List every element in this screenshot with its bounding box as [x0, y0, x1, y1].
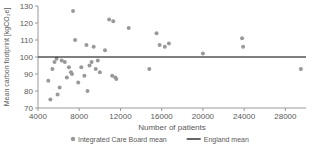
x-tick — [161, 108, 162, 111]
point — [147, 67, 151, 71]
point — [158, 43, 162, 47]
point — [79, 65, 83, 69]
point — [201, 52, 205, 56]
point — [127, 26, 131, 30]
point — [103, 48, 107, 52]
point — [67, 65, 71, 69]
x-tick-label: 16000 — [151, 112, 174, 121]
point — [63, 60, 67, 64]
point — [96, 58, 100, 62]
point — [155, 31, 159, 35]
mean-line — [38, 56, 306, 57]
y-tick-label: 80 — [24, 87, 33, 96]
y-tick — [35, 74, 38, 75]
point — [98, 70, 102, 74]
x-tick-label: 4000 — [29, 112, 47, 121]
legend-swatch — [187, 138, 201, 139]
point — [84, 43, 88, 47]
point — [90, 60, 94, 64]
point — [70, 72, 74, 76]
point — [114, 77, 118, 81]
point — [85, 89, 89, 93]
legend-label: England mean — [204, 136, 249, 144]
x-tick-label: 28000 — [274, 112, 297, 121]
y-tick — [35, 6, 38, 7]
y-axis-title: Mean carbon footprint [kgCO₂e] — [3, 8, 11, 106]
y-tick-label: 120 — [20, 19, 34, 28]
legend-swatch — [71, 137, 75, 141]
point — [73, 38, 77, 42]
x-axis-title: Number of patients — [138, 123, 206, 132]
y-tick — [35, 23, 38, 24]
x-tick — [202, 108, 203, 111]
x-tick — [285, 108, 286, 111]
x-tick — [79, 108, 80, 111]
y-tick-label: 130 — [20, 2, 34, 11]
point — [58, 86, 62, 90]
x-axis — [38, 108, 306, 109]
x-tick — [244, 108, 245, 111]
y-tick-label: 90 — [24, 70, 33, 79]
y-tick-label: 110 — [20, 36, 33, 45]
y-tick — [35, 91, 38, 92]
point — [76, 81, 80, 85]
point — [48, 98, 52, 102]
point — [92, 45, 96, 49]
point — [163, 45, 167, 49]
plot-area — [38, 9, 306, 101]
point — [241, 45, 245, 49]
point — [65, 75, 69, 79]
point — [240, 36, 244, 40]
y-tick — [35, 40, 38, 41]
point — [56, 92, 60, 96]
point — [111, 19, 115, 23]
point — [167, 41, 171, 45]
x-tick-label: 12000 — [109, 112, 132, 121]
x-tick-label: 20000 — [192, 112, 215, 121]
x-tick-label: 24000 — [233, 112, 256, 121]
point — [82, 74, 86, 78]
point — [50, 67, 54, 71]
point — [94, 67, 98, 71]
x-tick — [120, 108, 121, 111]
x-tick-label: 8000 — [70, 112, 88, 121]
point — [88, 64, 92, 68]
x-tick — [38, 108, 39, 111]
point — [107, 18, 111, 22]
y-tick-label: 100 — [20, 53, 34, 62]
y-tick — [35, 57, 38, 58]
point — [299, 67, 303, 71]
point — [52, 60, 56, 64]
point — [71, 9, 75, 13]
legend-label: Integrated Care Board mean — [78, 136, 167, 144]
point — [46, 79, 50, 83]
